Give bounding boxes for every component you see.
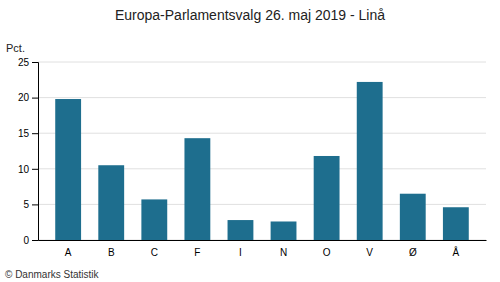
- x-tick-label: B: [108, 247, 115, 258]
- x-tick: I: [239, 247, 242, 258]
- x-tick-label: V: [366, 247, 373, 258]
- y-tick-mark: [32, 204, 38, 205]
- x-tick-label: Ø: [409, 247, 417, 258]
- x-tick: A: [65, 247, 72, 258]
- x-tick: Å: [453, 246, 460, 258]
- y-axis: 0 5 10 15 20 25: [18, 57, 39, 246]
- plot: 0 5 10 15 20 25 A B C F I N O V Ø Å: [18, 57, 487, 258]
- y-tick-label: 10: [18, 164, 30, 175]
- y-tick: 0: [23, 235, 38, 246]
- y-tick-mark: [32, 240, 38, 241]
- y-tick: 5: [23, 199, 38, 210]
- bar: [314, 156, 340, 240]
- y-tick-mark: [32, 133, 38, 134]
- grid-line: [38, 97, 486, 98]
- y-axis-line: [32, 63, 39, 241]
- x-tick-label: C: [151, 247, 158, 258]
- bar: [400, 194, 426, 240]
- bar: [98, 165, 124, 240]
- y-tick-label: 20: [18, 92, 30, 103]
- bar: [184, 138, 210, 240]
- bar: [141, 199, 167, 240]
- x-tick-label: I: [239, 247, 242, 258]
- x-tick-label: O: [323, 247, 331, 258]
- x-tick-label: A: [65, 247, 72, 258]
- bar: [55, 99, 81, 240]
- footer: © Danmarks Statistik: [5, 269, 100, 280]
- bars: [55, 82, 469, 240]
- x-tick: N: [280, 247, 287, 258]
- y-tick: 10: [18, 164, 38, 175]
- x-tick-label: F: [194, 247, 200, 258]
- y-tick-label: 5: [23, 199, 29, 210]
- x-tick: O: [323, 247, 331, 258]
- y-tick-mark: [32, 98, 38, 99]
- x-tick: Ø: [409, 247, 417, 258]
- title: Europa-Parlamentsvalg 26. maj 2019 - Lin…: [115, 7, 385, 23]
- y-tick-mark: [32, 169, 38, 170]
- y-label: Pct.: [6, 42, 25, 54]
- x-tick: F: [194, 247, 200, 258]
- x-axis: ABCFINOVØÅ: [39, 241, 487, 259]
- y-tick-label: 25: [18, 57, 30, 68]
- bar: [443, 207, 469, 240]
- chart: Europa-Parlamentsvalg 26. maj 2019 - Lin…: [0, 0, 500, 282]
- bar: [271, 221, 297, 240]
- x-tick: B: [108, 247, 115, 258]
- grid-line: [38, 62, 486, 63]
- x-tick-label: Å: [453, 246, 460, 258]
- y-tick: 20: [18, 92, 38, 103]
- bar: [357, 82, 383, 240]
- x-tick: C: [151, 247, 158, 258]
- grid-line: [38, 133, 486, 134]
- y-tick-mark: [32, 62, 38, 63]
- grid: [38, 62, 486, 240]
- y-tick: 25: [18, 57, 38, 68]
- x-tick: V: [366, 247, 373, 258]
- x-axis-line: [39, 240, 487, 241]
- y-tick-label: 15: [18, 128, 30, 139]
- y-tick: 15: [18, 128, 38, 139]
- bar: [228, 220, 254, 240]
- y-tick-label: 0: [23, 235, 29, 246]
- x-tick-label: N: [280, 247, 287, 258]
